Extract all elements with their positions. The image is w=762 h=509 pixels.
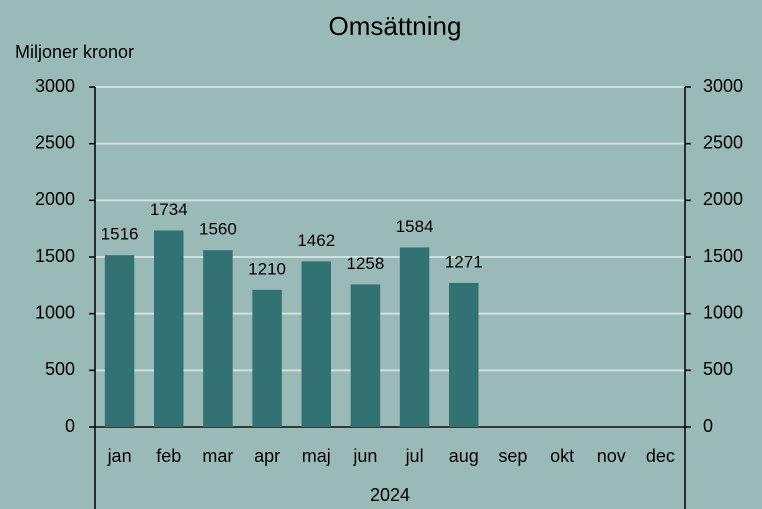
bar xyxy=(301,261,331,427)
y-tick-label: 2000 xyxy=(35,189,75,209)
chart-title: Omsättning xyxy=(329,11,462,41)
x-tick-label: jul xyxy=(405,446,424,466)
x-tick-label: dec xyxy=(646,446,675,466)
bar xyxy=(350,284,381,427)
y2-tick-label: 1500 xyxy=(703,246,743,266)
y2-tick-label: 0 xyxy=(703,416,713,436)
data-label: 1210 xyxy=(248,259,286,278)
y-tick-label: 1500 xyxy=(35,246,75,266)
data-label: 1516 xyxy=(101,225,139,244)
data-label: 1271 xyxy=(445,252,483,271)
y2-tick-label: 2000 xyxy=(703,189,743,209)
data-label: 1258 xyxy=(347,254,385,273)
y-tick-label: 2500 xyxy=(35,132,75,152)
y-tick-label: 0 xyxy=(65,416,75,436)
x-tick-label: nov xyxy=(597,446,626,466)
bar xyxy=(203,250,233,427)
x-tick-label: apr xyxy=(254,446,280,466)
bar xyxy=(449,282,479,427)
y2-tick-label: 2500 xyxy=(703,132,743,152)
y2-tick-label: 3000 xyxy=(703,76,743,96)
y2-tick-label: 1000 xyxy=(703,302,743,322)
x-tick-label: maj xyxy=(302,446,331,466)
y-axis-label: Miljoner kronor xyxy=(15,42,134,62)
bar xyxy=(154,230,184,427)
y2-tick-label: 500 xyxy=(703,359,733,379)
data-label: 1560 xyxy=(199,220,237,239)
x-tick-label: aug xyxy=(449,446,479,466)
x-tick-label: mar xyxy=(202,446,233,466)
x-axis-label: 2024 xyxy=(370,485,410,505)
x-tick-label: jun xyxy=(352,446,377,466)
x-tick-label: feb xyxy=(156,446,181,466)
y-tick-label: 3000 xyxy=(35,76,75,96)
data-label: 1584 xyxy=(396,217,434,236)
data-label: 1462 xyxy=(297,231,335,250)
y-tick-label: 500 xyxy=(45,359,75,379)
y-tick-label: 1000 xyxy=(35,302,75,322)
x-tick-label: sep xyxy=(498,446,527,466)
bar xyxy=(252,289,282,427)
bar xyxy=(104,255,135,427)
bar xyxy=(399,247,430,427)
x-tick-label: okt xyxy=(550,446,574,466)
data-label: 1734 xyxy=(150,200,188,219)
x-tick-label: jan xyxy=(107,446,132,466)
